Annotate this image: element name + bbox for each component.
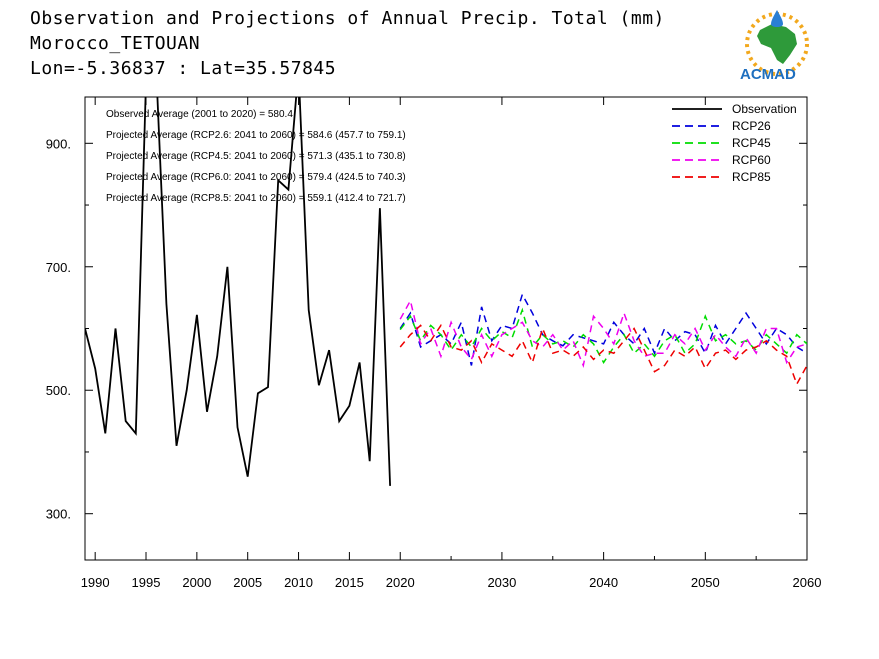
legend-label-rcp85: RCP85 [732, 170, 771, 184]
x-tick-label: 2015 [335, 575, 364, 590]
series-line-rcp26 [399, 292, 807, 366]
series-line-observation [85, 97, 391, 486]
africa-icon [757, 24, 797, 64]
series-line-rcp85 [399, 323, 807, 386]
x-tick-label: 1995 [132, 575, 161, 590]
legend-label-rcp45: RCP45 [732, 136, 771, 150]
plot-frame [84, 96, 808, 561]
y-tick-label: 500. [46, 383, 71, 398]
logo-text: ACMAD [740, 66, 796, 83]
x-tick-label: 2060 [793, 575, 822, 590]
legend-label-rcp26: RCP26 [732, 119, 771, 133]
series-line-rcp60 [399, 298, 807, 369]
x-tick-label: 2050 [691, 575, 720, 590]
annotation-line: Projected Average (RCP6.0: 2041 to 2060)… [106, 172, 406, 183]
y-tick-label: 300. [46, 507, 71, 522]
x-tick-label: 1990 [81, 575, 110, 590]
series-line-rcp45 [399, 307, 807, 364]
x-tick-label: 2030 [487, 575, 516, 590]
x-tick-label: 2020 [386, 575, 415, 590]
legend-label-rcp60: RCP60 [732, 153, 771, 167]
x-tick-label: 2000 [182, 575, 211, 590]
x-tick-label: 2010 [284, 575, 313, 590]
x-tick-label: 2040 [589, 575, 618, 590]
annotation-line: Projected Average (RCP4.5: 2041 to 2060)… [106, 151, 406, 162]
annotation-line: Observed Average (2001 to 2020) = 580.4 [106, 109, 293, 120]
coordinates-label: Lon=-5.36837 : Lat=35.57845 [30, 58, 337, 79]
x-tick-label: 2005 [233, 575, 262, 590]
annotation-line: Projected Average (RCP2.6: 2041 to 2060)… [106, 130, 406, 141]
location-label: Morocco_TETOUAN [30, 33, 201, 54]
annotation-line: Projected Average (RCP8.5: 2041 to 2060)… [106, 193, 406, 204]
y-tick-label: 700. [46, 260, 71, 275]
y-tick-label: 900. [46, 136, 71, 151]
acmad-logo: ACMAD [740, 10, 809, 83]
chart-title: Observation and Projections of Annual Pr… [30, 8, 665, 29]
water-drop-icon [771, 10, 783, 27]
legend-label-observation: Observation [732, 102, 797, 116]
